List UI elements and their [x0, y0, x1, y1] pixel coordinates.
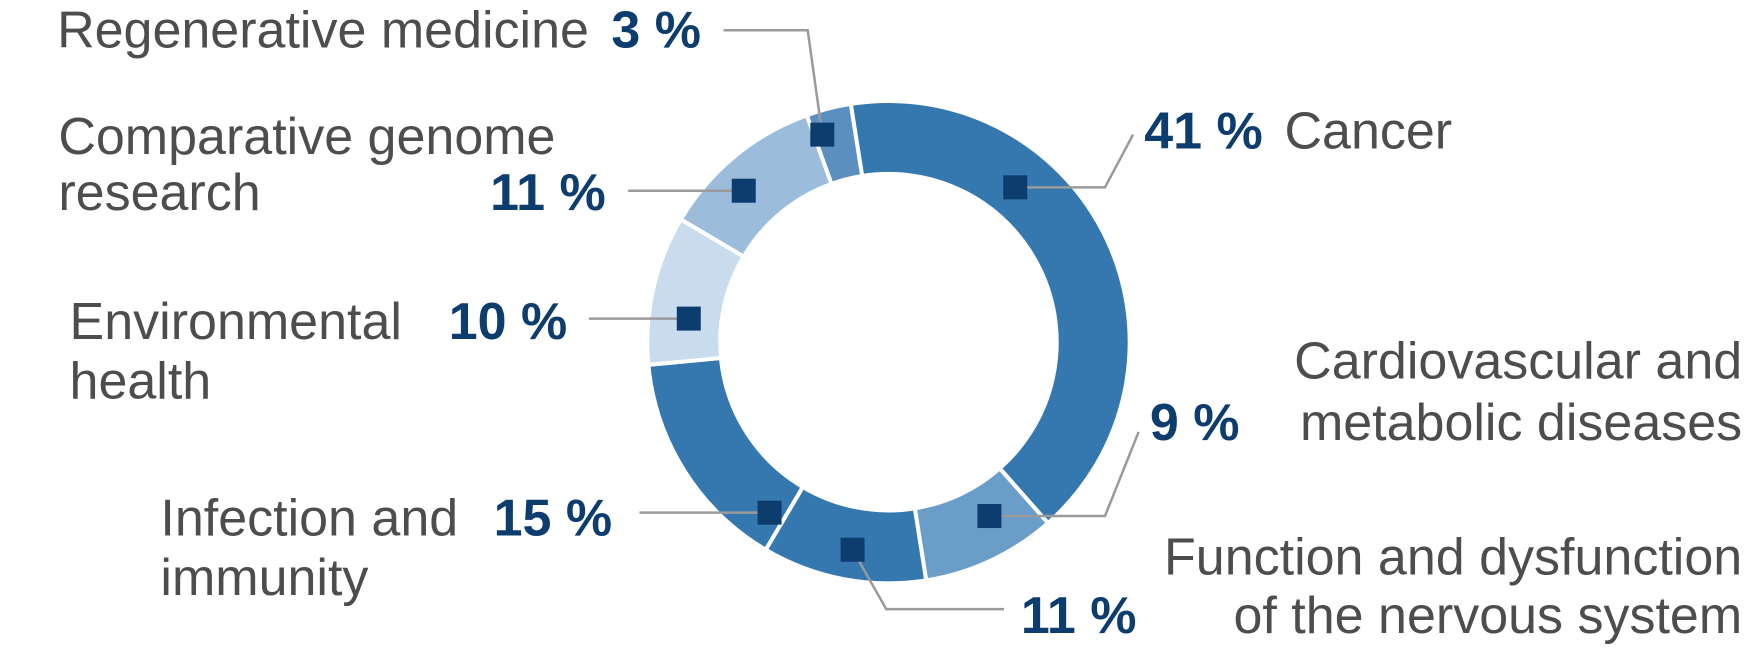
marker — [1003, 175, 1028, 200]
leaders — [588, 29, 1140, 611]
value-label: 9 % — [1150, 394, 1240, 452]
donut — [645, 98, 1132, 586]
leader-line — [723, 29, 824, 135]
value-label: 3 % — [611, 1, 701, 59]
category-label: Comparative genome — [58, 108, 555, 166]
value-label: 41 % — [1144, 102, 1263, 160]
marker — [810, 122, 835, 147]
value-label: 10 % — [449, 293, 568, 351]
leader-line — [989, 431, 1140, 518]
category-label: Infection and — [160, 489, 458, 547]
category-label: research — [58, 164, 260, 222]
category-label: metabolic diseases — [1300, 394, 1742, 452]
value-label: 11 % — [490, 164, 606, 222]
category-label: Environmental — [70, 293, 402, 351]
category-label: Cancer — [1284, 102, 1452, 160]
donut-segment — [848, 98, 1132, 526]
value-label: 11 % — [1021, 587, 1137, 645]
marker — [757, 500, 782, 525]
category-label: of the nervous system — [1233, 587, 1742, 645]
value-label: 15 % — [494, 489, 613, 547]
category-label: health — [70, 353, 212, 411]
leader-line — [851, 549, 1005, 611]
category-label: Cardiovascular and — [1294, 332, 1742, 390]
marker — [676, 306, 701, 331]
marker — [977, 504, 1002, 529]
marker — [840, 537, 865, 562]
category-label: immunity — [160, 549, 368, 607]
leader-line — [1015, 134, 1135, 189]
marker — [731, 178, 756, 203]
category-label: Regenerative medicine — [57, 1, 589, 59]
category-label: Function and dysfunction — [1164, 529, 1742, 587]
